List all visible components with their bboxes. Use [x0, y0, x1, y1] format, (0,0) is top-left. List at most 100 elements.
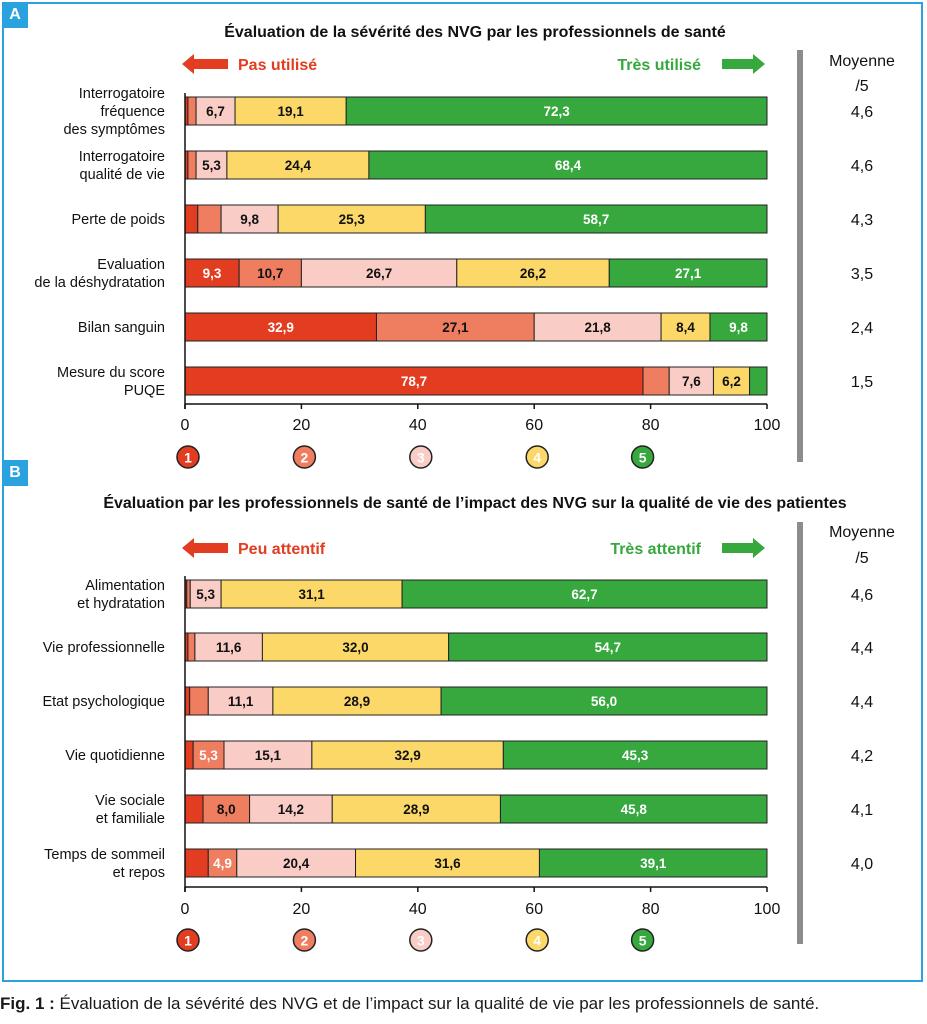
mean-header-scale: /5	[855, 78, 868, 95]
bar-segment-very-high	[502, 740, 768, 770]
level-circle-5-icon	[630, 445, 655, 469]
category-label: PUQE	[124, 383, 165, 399]
level-circle-3-label: 3	[417, 933, 425, 949]
x-tick-label: 60	[525, 417, 543, 434]
level-circle-5-icon	[630, 928, 655, 952]
data-label: 28,9	[344, 694, 370, 709]
level-circle-2: 2	[292, 928, 317, 952]
bar-segment-high	[226, 150, 370, 180]
level-circle-3-icon	[409, 445, 433, 469]
bar-segment-low	[197, 204, 222, 234]
category-label: Interrogatoire	[79, 86, 165, 102]
category-label: Vie professionnelle	[43, 640, 165, 656]
bar-segment-low	[192, 740, 225, 770]
bar-row: Interrogatoire qualité de vie 5,3 24,4 68,4 4…	[79, 149, 873, 183]
x-tick-label: 20	[293, 417, 311, 434]
x-tick-label: 0	[181, 417, 190, 434]
bar-row: Mesure du score PUQE 78,7 7,6 6,2 1,5	[57, 365, 873, 399]
bar-segment-high	[355, 848, 540, 878]
bar-segment-high	[261, 632, 450, 662]
bar-segment-medium	[236, 848, 357, 878]
bar-segment-low	[186, 579, 191, 609]
mean-value: 4,6	[851, 104, 873, 121]
bar-segment-low	[202, 794, 251, 824]
data-label: 5,3	[202, 158, 221, 173]
data-label: 9,3	[203, 266, 222, 281]
level-circle-4-icon	[525, 445, 549, 469]
bar-segment-very-high	[401, 579, 768, 609]
level-circle-1-icon	[176, 445, 200, 469]
level-circle-1-icon	[176, 928, 200, 952]
level-circle-3: 3	[409, 445, 433, 469]
level-circle-5-label: 5	[639, 933, 647, 949]
data-label: 39,1	[640, 856, 667, 871]
bar-segment-high	[220, 579, 403, 609]
level-circle-1-label: 1	[184, 933, 192, 949]
mean-value: 4,4	[851, 694, 873, 711]
panel-b-tag: B	[2, 460, 28, 486]
bar-segment-medium	[220, 204, 279, 234]
level-circle-4: 4	[525, 445, 549, 469]
category-label: Vie quotidienne	[65, 748, 165, 764]
bar-segment-low	[187, 632, 196, 662]
bar-segment-medium	[194, 632, 263, 662]
bar-segment-very-high	[608, 258, 768, 288]
bar-segment-high	[311, 740, 504, 770]
data-label: 58,7	[583, 212, 609, 227]
left-arrow: Pas utilisé	[182, 54, 317, 74]
bar-segment-low	[187, 150, 197, 180]
right-arrow-label: Très attentif	[610, 541, 701, 558]
data-label: 14,2	[278, 802, 304, 817]
data-label: 54,7	[595, 640, 621, 655]
bar-segment-low	[187, 96, 197, 126]
data-label: 45,3	[622, 748, 649, 763]
data-label: 25,3	[339, 212, 366, 227]
bar-segment-very-low	[184, 740, 194, 770]
data-label: 19,1	[277, 104, 304, 119]
mean-separator-bar	[797, 50, 803, 462]
level-circle-1: 1	[176, 445, 200, 469]
data-label: 11,6	[216, 640, 242, 655]
bar-segment-high	[456, 258, 610, 288]
bar-segment-very-high	[709, 312, 768, 342]
data-label: 26,7	[366, 266, 392, 281]
level-circle-2-label: 2	[301, 933, 309, 949]
bar-segment-low	[238, 258, 302, 288]
level-circle-4-label: 4	[533, 933, 541, 949]
mean-header-scale: /5	[855, 550, 868, 567]
bar-segment-medium	[533, 312, 662, 342]
figure-frame	[2, 2, 923, 982]
bar-row: Interrogatoire fréquence des symptômes 6,7 1…	[63, 86, 873, 138]
bar-segment-very-high	[368, 150, 768, 180]
data-label: 31,6	[434, 856, 461, 871]
x-tick-label: 100	[754, 417, 781, 434]
left-arrow-icon	[182, 54, 228, 74]
left-arrow-label: Peu attentif	[238, 541, 326, 558]
mean-value: 1,5	[851, 374, 873, 391]
level-circle-3-icon	[409, 928, 433, 952]
data-label: 32,9	[268, 320, 294, 335]
data-label: 5,3	[196, 587, 215, 602]
data-label: 8,0	[217, 802, 236, 817]
x-tick-label: 80	[642, 901, 660, 918]
data-label: 6,2	[722, 374, 741, 389]
bar-segment-medium	[300, 258, 458, 288]
level-circle-4-label: 4	[533, 450, 541, 466]
category-label: Alimentation	[85, 578, 165, 594]
mean-value: 4,0	[851, 856, 873, 873]
category-label: Evaluation	[97, 257, 165, 273]
category-label: de la déshydratation	[34, 275, 165, 291]
right-arrow: Très attentif	[610, 538, 765, 558]
mean-value: 4,3	[851, 212, 873, 229]
data-label: 56,0	[591, 694, 617, 709]
level-circle-4-icon	[525, 928, 549, 952]
mean-value: 2,4	[851, 320, 873, 337]
bar-row: Vie quotidienne 5,3 15,1 32,9 45,3 4,2	[65, 740, 873, 770]
category-label: et repos	[113, 865, 165, 881]
bar-row: Evaluation de la déshydratation 9,3 10,7 26,…	[34, 257, 873, 291]
right-arrow-label: Très utilisé	[617, 57, 701, 74]
right-arrow-icon	[722, 538, 765, 558]
data-label: 9,8	[729, 320, 748, 335]
data-label: 6,7	[206, 104, 225, 119]
caption-text: Évaluation de la sévérité des NVG et de …	[54, 994, 820, 1013]
